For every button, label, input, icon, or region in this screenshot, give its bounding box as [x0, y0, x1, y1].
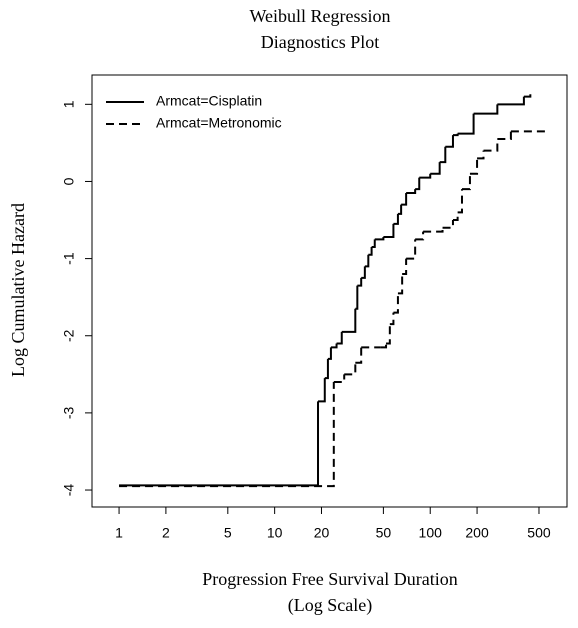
- y-tick-label: 1: [61, 100, 77, 108]
- x-tick-label: 500: [527, 525, 551, 541]
- legend-label: Armcat=Cisplatin: [156, 93, 262, 109]
- x-tick-label: 50: [376, 525, 392, 541]
- step-segment: [357, 277, 363, 287]
- step-segment: [423, 227, 444, 233]
- step-segment: [336, 331, 343, 345]
- step-segment: [469, 158, 479, 175]
- step-segment: [415, 177, 421, 191]
- step-segment: [477, 150, 485, 160]
- step-segment: [383, 223, 395, 238]
- legend-label: Armcat=Metronomic: [156, 115, 282, 131]
- step-segment: [430, 162, 441, 175]
- step-segment: [457, 113, 475, 135]
- step-segment: [452, 212, 459, 222]
- step-segment: [374, 237, 385, 241]
- x-axis-label: (Log Scale): [288, 595, 372, 616]
- step-segment: [457, 189, 463, 214]
- step-segment: [318, 378, 326, 403]
- step-segment: [461, 173, 471, 191]
- y-tick-label: -4: [61, 484, 77, 497]
- step-segment: [393, 213, 399, 225]
- x-tick-label: 2: [162, 525, 170, 541]
- x-tick-label: 1: [115, 525, 123, 541]
- step-segment: [393, 293, 399, 314]
- step-segment: [361, 266, 366, 279]
- step-segment: [445, 135, 454, 148]
- step-segment: [406, 239, 417, 260]
- step-segment: [341, 308, 357, 333]
- step-segment: [402, 258, 408, 276]
- x-axis-label: Progression Free Survival Duration: [202, 569, 457, 589]
- step-segment: [523, 94, 532, 98]
- step-segment: [397, 204, 403, 215]
- step-segment: [397, 274, 404, 295]
- x-tick-label: 200: [465, 525, 489, 541]
- step-segment: [497, 96, 525, 106]
- chart-title: Diagnostics Plot: [261, 32, 380, 52]
- step-segment: [364, 254, 370, 268]
- y-tick-label: 0: [61, 177, 77, 185]
- step-segment: [419, 173, 432, 179]
- x-tick-label: 20: [314, 525, 330, 541]
- step-segment: [327, 347, 332, 360]
- plot-frame: [91, 74, 568, 508]
- step-segment: [371, 239, 376, 249]
- step-segment: [330, 343, 338, 349]
- y-axis-label: Log Cumulative Hazard: [8, 203, 28, 377]
- step-segment: [355, 347, 363, 364]
- y-tick-label: -1: [61, 252, 77, 265]
- x-tick-label: 5: [224, 525, 232, 541]
- step-segment: [442, 220, 454, 229]
- y-tick-label: -3: [61, 406, 77, 419]
- step-segment: [324, 358, 329, 380]
- step-segment: [401, 193, 408, 206]
- step-segment: [415, 231, 425, 241]
- step-segment: [439, 146, 447, 164]
- step-segment: [497, 131, 512, 141]
- x-tick-label: 10: [267, 525, 283, 541]
- step-segment: [344, 362, 357, 376]
- step-segment: [483, 139, 499, 152]
- step-segment: [380, 343, 388, 349]
- step-segment: [452, 133, 459, 137]
- step-segment: [119, 382, 335, 488]
- step-segment: [355, 285, 359, 310]
- step-segment: [333, 374, 346, 384]
- step-segment: [119, 401, 320, 487]
- chart-title: Weibull Regression: [249, 6, 390, 26]
- step-segment: [386, 324, 391, 345]
- x-tick-label: 100: [419, 525, 443, 541]
- y-tick-label: -2: [61, 329, 77, 342]
- step-segment: [406, 189, 417, 195]
- step-segment: [473, 104, 499, 115]
- step-segment: [368, 247, 373, 256]
- step-segment: [389, 312, 395, 326]
